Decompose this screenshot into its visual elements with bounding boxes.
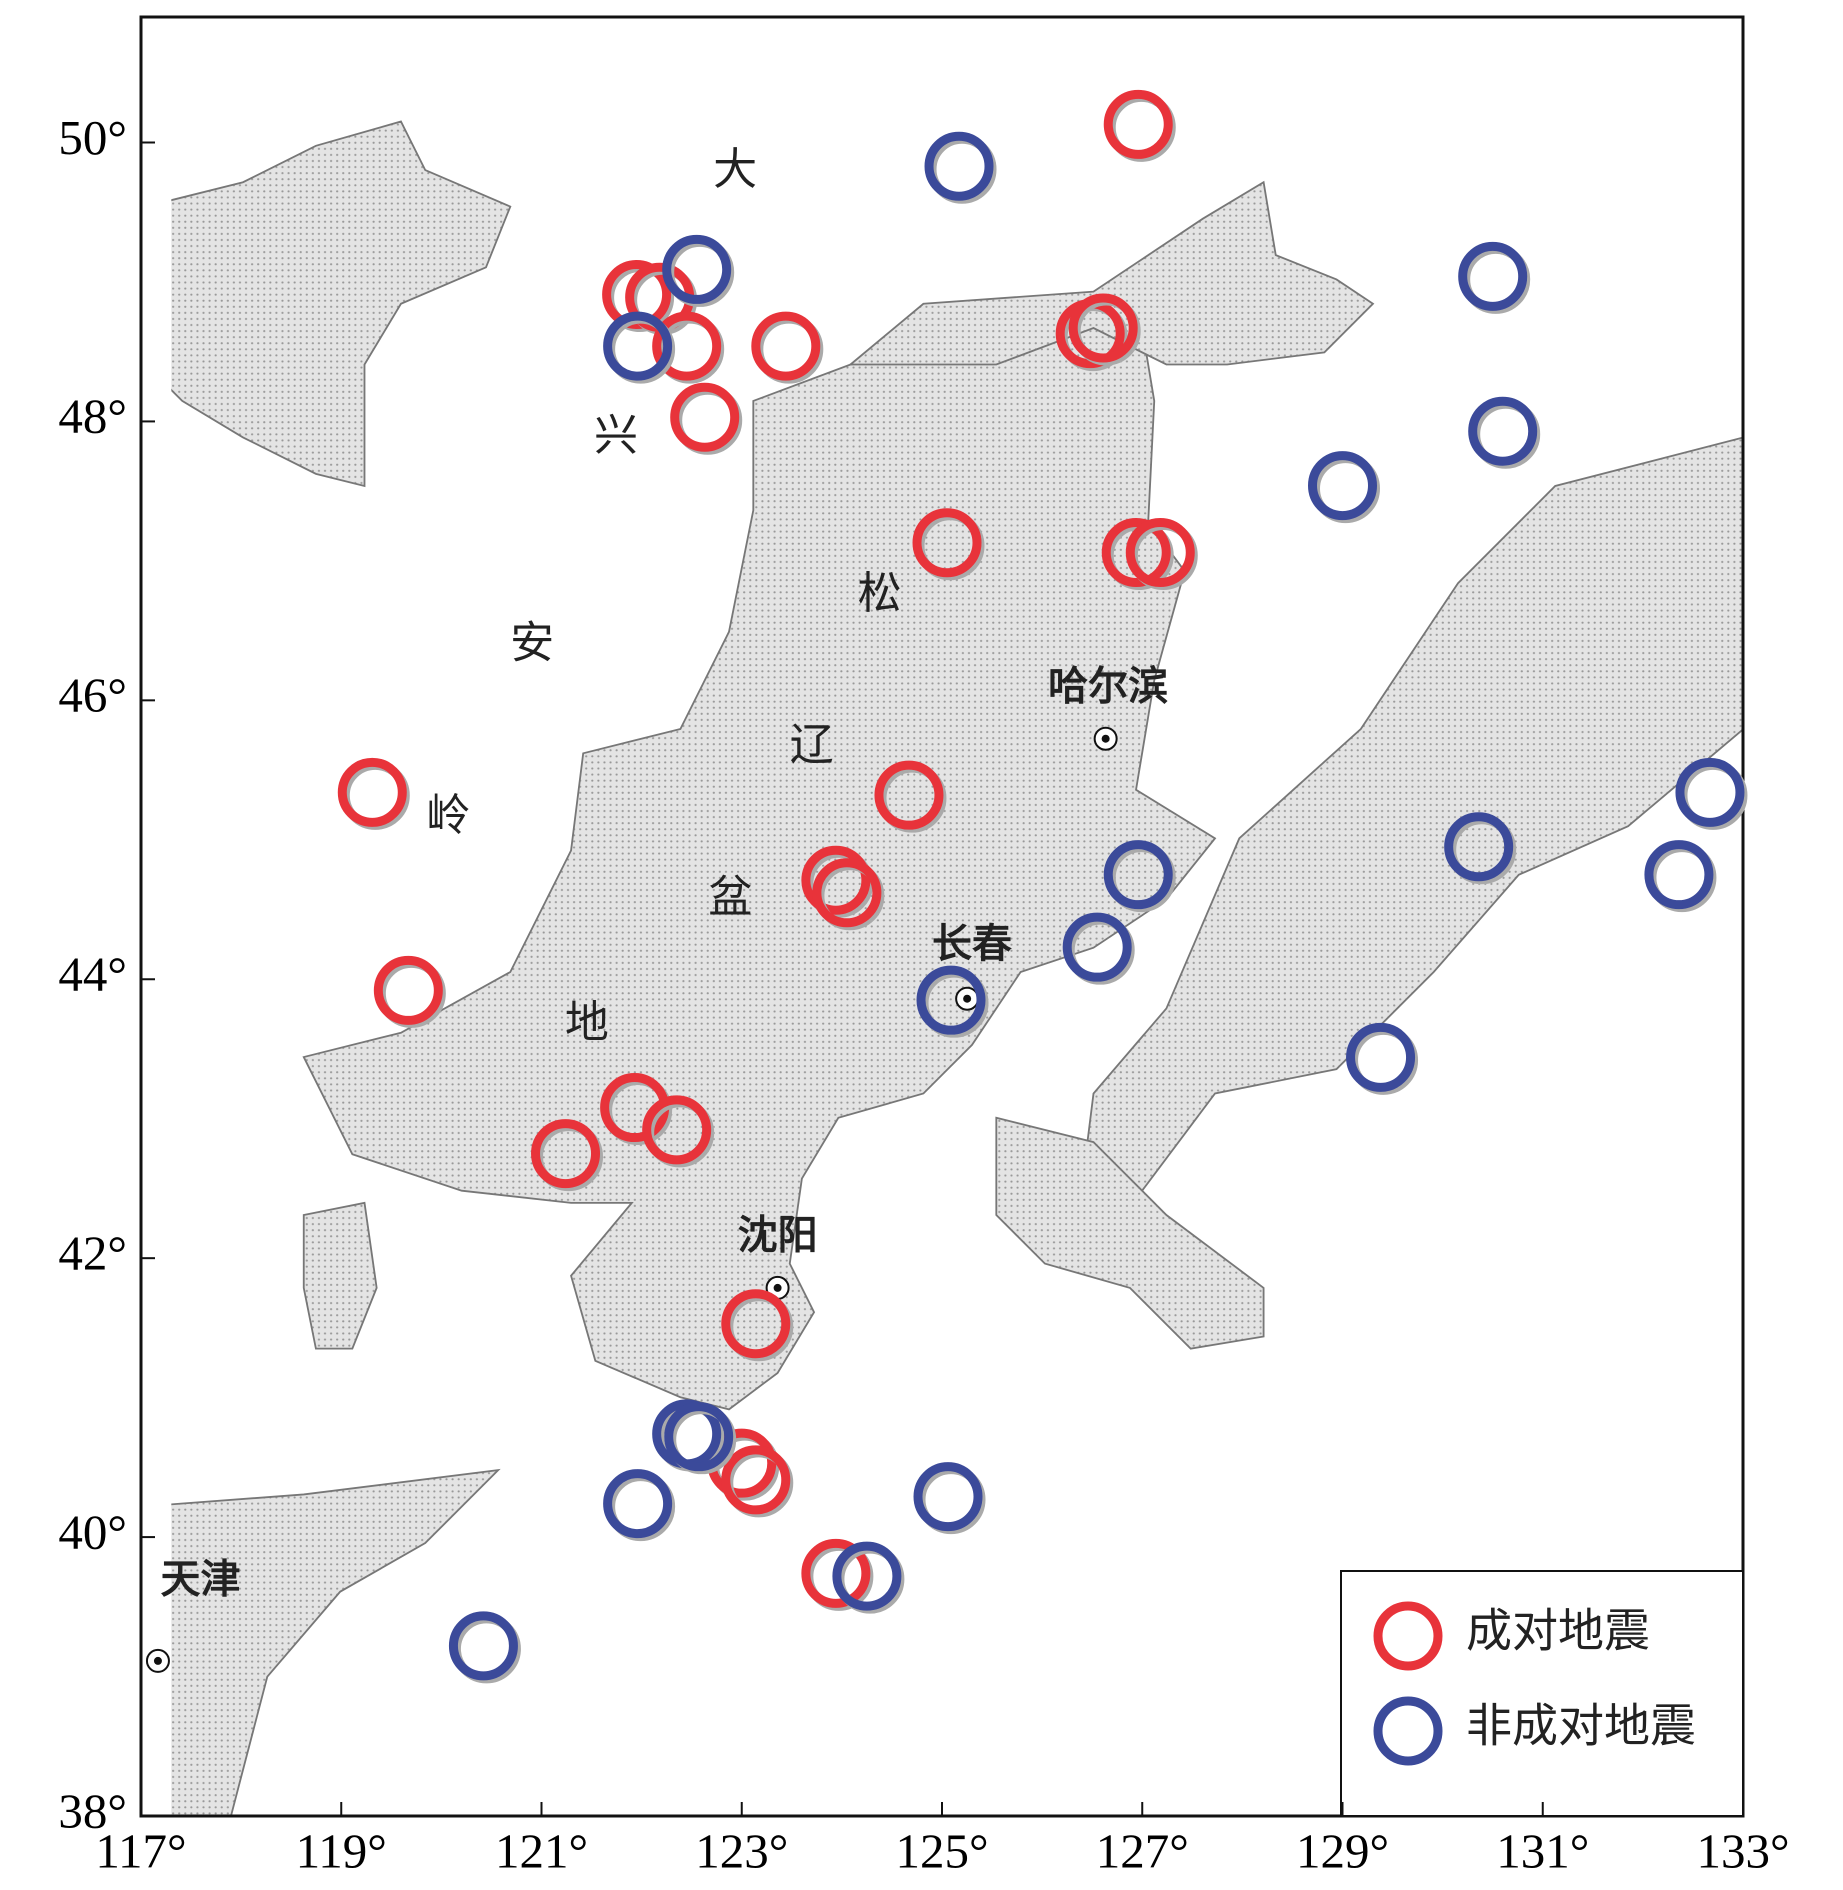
city-label: 天津 xyxy=(160,1556,240,1601)
event-marker xyxy=(662,234,732,304)
region-label: 大 xyxy=(713,145,757,194)
event-marker xyxy=(751,311,821,381)
event-marker xyxy=(337,757,407,827)
legend-marker xyxy=(1373,1696,1443,1766)
event-marker xyxy=(1308,451,1377,521)
x-tick-label: 129° xyxy=(1296,1823,1389,1878)
event-marker xyxy=(1468,396,1538,466)
city-dot xyxy=(153,1656,162,1665)
city-dot xyxy=(963,994,972,1003)
west-patch xyxy=(302,1201,378,1350)
event-marker xyxy=(721,1289,791,1359)
event-marker xyxy=(1125,518,1195,588)
legend-label: 非成对地震 xyxy=(1466,1701,1696,1752)
west-range xyxy=(171,120,512,488)
event-marker xyxy=(1458,241,1528,311)
legend-box xyxy=(1340,1570,1744,1817)
event-marker xyxy=(801,845,871,915)
region-label: 松 xyxy=(858,569,902,618)
y-tick-label: 50° xyxy=(58,110,127,165)
event-marker xyxy=(1068,293,1138,363)
event-marker xyxy=(670,382,740,452)
event-marker xyxy=(531,1119,601,1189)
event-marker xyxy=(448,1611,518,1681)
x-tick-label: 125° xyxy=(895,1823,988,1878)
region-label: 兴 xyxy=(594,411,638,460)
event-marker xyxy=(373,955,443,1025)
x-tick-label: 123° xyxy=(695,1823,788,1878)
x-tick-label: 121° xyxy=(495,1823,588,1878)
region-label: 安 xyxy=(510,619,554,668)
event-marker xyxy=(602,260,672,330)
y-tick-label: 48° xyxy=(58,389,127,444)
x-tick-label: 119° xyxy=(296,1823,387,1878)
event-marker xyxy=(721,1445,791,1515)
y-tick-label: 40° xyxy=(58,1504,127,1559)
city-label: 长春 xyxy=(932,921,1012,966)
event-marker xyxy=(642,1095,712,1165)
north-strip xyxy=(847,180,1375,366)
region-label: 地 xyxy=(565,998,609,1047)
event-marker xyxy=(1101,518,1171,588)
event-marker xyxy=(1444,812,1514,882)
y-tick-label: 38° xyxy=(58,1783,127,1838)
event-marker xyxy=(1062,912,1132,982)
event-marker xyxy=(1346,1022,1416,1092)
x-tick-label: 133° xyxy=(1696,1823,1789,1878)
event-marker xyxy=(812,858,882,928)
event-marker xyxy=(603,1469,673,1539)
event-marker xyxy=(1644,840,1714,910)
x-tick-label: 131° xyxy=(1496,1823,1589,1878)
x-tick-label: 117° xyxy=(95,1823,186,1878)
y-tick-label: 44° xyxy=(58,947,127,1002)
tianjin-area xyxy=(171,1468,501,1818)
city-dot xyxy=(1101,734,1110,743)
city-dot xyxy=(773,1283,782,1292)
south-east xyxy=(995,1116,1265,1350)
event-marker xyxy=(1103,89,1173,159)
event-marker xyxy=(832,1541,902,1611)
region-label: 辽 xyxy=(790,721,834,770)
event-marker xyxy=(924,131,994,201)
event-marker xyxy=(1675,757,1745,827)
y-tick-label: 46° xyxy=(58,668,127,723)
event-marker xyxy=(874,760,944,830)
legend-marker xyxy=(1373,1601,1443,1671)
land xyxy=(171,120,1745,1818)
event-marker xyxy=(664,1402,734,1472)
legend-label: 成对地震 xyxy=(1466,1606,1650,1657)
region-label: 岭 xyxy=(426,791,470,840)
event-marker xyxy=(1103,840,1173,910)
y-tick-label: 42° xyxy=(58,1225,127,1280)
city-label: 沈阳 xyxy=(738,1212,818,1257)
event-marker xyxy=(603,311,673,381)
x-tick-label: 127° xyxy=(1096,1823,1189,1878)
event-marker xyxy=(912,508,982,578)
event-marker xyxy=(652,311,722,381)
region-label: 盆 xyxy=(708,873,752,922)
city-label: 哈尔滨 xyxy=(1048,663,1168,708)
event-marker xyxy=(801,1538,871,1608)
event-marker xyxy=(913,1462,983,1532)
event-marker xyxy=(916,965,986,1035)
